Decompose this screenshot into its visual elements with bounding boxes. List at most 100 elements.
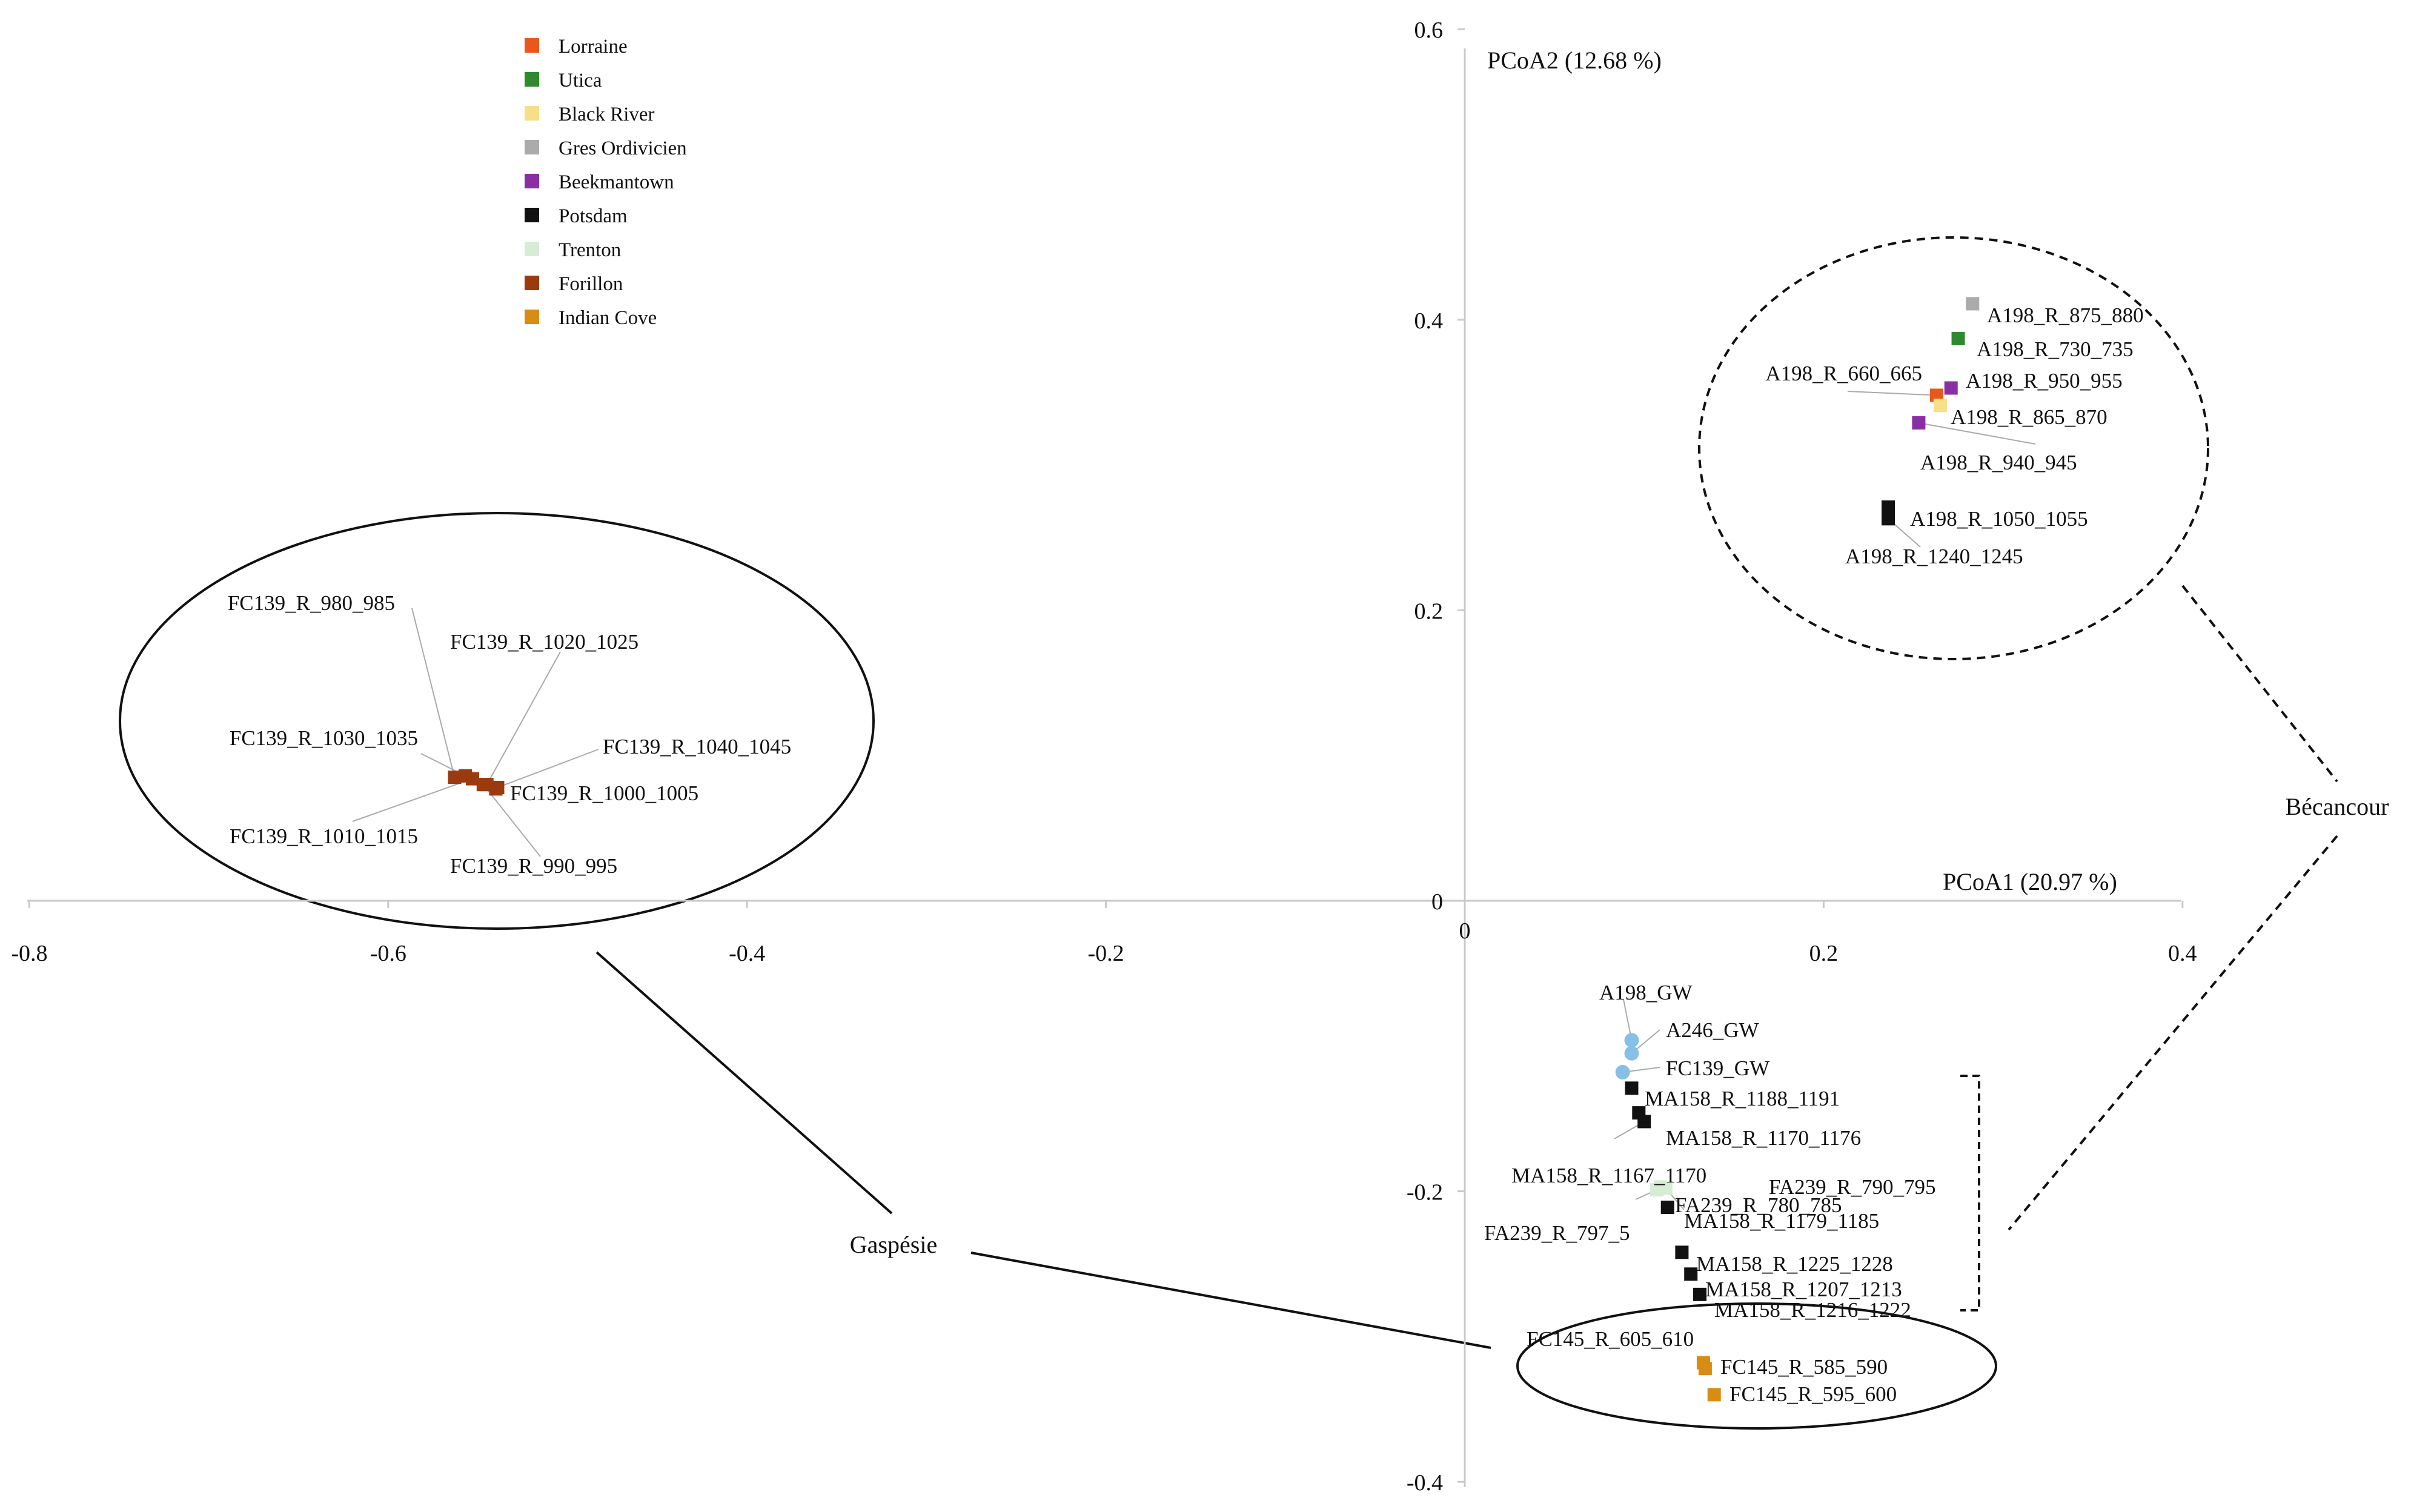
x-tick-label: -0.8 (11, 941, 47, 966)
ma158-r-1188-1191-label: MA158_R_1188_1191 (1645, 1087, 1840, 1110)
a198-r-730-735-label: A198_R_730_735 (1977, 337, 2134, 361)
legend-label-indian-cove: Indian Cove (559, 307, 657, 329)
annotation-b-cancour: Bécancour (2285, 793, 2389, 820)
gaspesie-ellipse-left (119, 512, 875, 930)
x-tick-labels: -0.8 -0.6 -0.4 -0.2 0 0.2 0.4 (11, 901, 2197, 966)
fc139-r-1010-1015-leader (352, 778, 473, 822)
ma158-r-1216-1222-label: MA158_R_1216_1222 (1714, 1298, 1911, 1322)
y-tick-label: -0.2 (1407, 1180, 1443, 1205)
fc145-r-585-590-point (1698, 1362, 1712, 1376)
becancour-ellipse-dashed (1698, 236, 2209, 660)
a198-r-875-880-point (1966, 297, 1980, 311)
fa239-r-797-5-point (1650, 1183, 1663, 1197)
legend-swatch-black-river (525, 106, 539, 121)
legend-label-utica: Utica (559, 70, 602, 91)
x-tick-label: -0.4 (729, 941, 765, 966)
fc145-r-595-600-point (1707, 1388, 1721, 1402)
fc139-r-1040-1045-leader (497, 749, 599, 788)
y-tick-label: 0.6 (1414, 18, 1444, 43)
annotation-gasp-sie: Gaspésie (850, 1231, 937, 1258)
ma158-r-1167-1170-label: MA158_R_1167_1170 (1511, 1164, 1706, 1187)
legend-label-forillon: Forillon (559, 273, 623, 295)
legend-label-lorraine: Lorraine (559, 36, 628, 58)
a198-r-1050-1055-point (1882, 500, 1895, 514)
fc139-r-980-985-label: FC139_R_980_985 (228, 591, 395, 615)
ma158-r-1207-1213-label: MA158_R_1207_1213 (1705, 1278, 1902, 1301)
a198-r-950-955-point (1944, 381, 1958, 395)
ma158-r-1216-1222-point (1693, 1287, 1707, 1301)
legend-label-beekmantown: Beekmantown (559, 171, 674, 193)
a198-gw-label: A198_GW (1599, 981, 1693, 1004)
fa239-r-790-795-label: FA239_R_790_795 (1769, 1175, 1936, 1199)
ma158-r-1179-1185-point (1660, 1200, 1674, 1214)
a198-r-660-665-leader (1847, 391, 1937, 396)
legend-label-trenton: Trenton (559, 239, 621, 261)
becancour-bracket (1960, 1075, 1980, 1311)
x-tick-label: -0.6 (370, 941, 406, 966)
x-axis-title: PCoA1 (20.97 %) (1943, 868, 2117, 895)
fc139-r-1000-1005-label: FC139_R_1000_1005 (510, 781, 698, 805)
point-labels: A198_R_660_665 A198_R_730_735 A198_R_865_8… (228, 303, 2144, 1406)
ma158-r-1170-1176-label: MA158_R_1170_1176 (1666, 1126, 1861, 1150)
fc139-r-990-995-label: FC139_R_990_995 (450, 854, 617, 878)
legend-swatch-gres-ordivicien (525, 140, 539, 154)
gaspesie-connector-right (970, 1252, 1491, 1349)
x-tick-label: 0 (1459, 918, 1471, 944)
x-tick-label: 0.2 (1809, 941, 1839, 966)
legend-swatch-beekmantown (525, 174, 539, 188)
legend-label-gres-ordivicien: Gres Ordivicien (559, 138, 687, 159)
a198-r-950-955-label: A198_R_950_955 (1966, 369, 2123, 393)
legend: Lorraine Utica Black River Gres Ordivicien B… (525, 36, 687, 329)
ma158-r-1207-1213-point (1684, 1267, 1698, 1281)
ma158-r-1179-1185-label: MA158_R_1179_1185 (1684, 1209, 1879, 1233)
x-tick-label: -0.2 (1088, 941, 1124, 966)
a198-r-1240-1245-point (1882, 512, 1895, 526)
fc139-r-980-985-point (448, 771, 462, 784)
a198-r-865-870-point (1933, 399, 1947, 413)
region-annotations: Bécancour Gaspésie (850, 793, 2389, 1258)
legend-swatch-lorraine (525, 38, 539, 53)
legend-swatch-forillon (525, 276, 539, 290)
fc139-r-1010-1015-point (466, 772, 480, 786)
gaspesie-ellipse-right (1516, 1302, 1997, 1430)
becancour-connector-bottom (2008, 835, 2338, 1231)
legend-label-black-river: Black River (559, 104, 655, 125)
a198-r-660-665-point (1930, 388, 1944, 402)
fa239-r-780-785-label: FA239_R_780_785 (1675, 1193, 1842, 1217)
ma158-r-1167-1170-point (1637, 1115, 1651, 1129)
fc139-r-1040-1045-label: FC139_R_1040_1045 (603, 735, 791, 758)
fc139-r-1030-1035-label: FC139_R_1030_1035 (230, 726, 418, 750)
a198-r-1050-1055-label: A198_R_1050_1055 (1910, 507, 2088, 531)
a198-r-940-945-label: A198_R_940_945 (1920, 451, 2077, 474)
fc139-r-1010-1015-label: FC139_R_1010_1015 (230, 824, 418, 848)
data-points (448, 297, 1980, 1402)
a198-r-730-735-point (1951, 331, 1965, 345)
y-tick-label: 0.4 (1414, 308, 1444, 334)
fc139-r-1000-1005-point (489, 782, 503, 796)
y-tick-labels: -0.4 -0.2 0 0.2 0.4 0.6 (1407, 18, 1465, 1496)
fc139-r-990-995-point (476, 778, 490, 792)
x-tick-label: 0.4 (2168, 941, 2197, 966)
fc145-r-585-590-label: FC145_R_585_590 (1720, 1355, 1888, 1379)
y-tick-label: 0.2 (1414, 598, 1444, 624)
ma158-r-1225-1228-label: MA158_R_1225_1228 (1696, 1252, 1893, 1276)
a198-r-865-870-label: A198_R_865_870 (1951, 405, 2108, 429)
legend-swatch-potsdam (525, 208, 539, 222)
fa239-r-797-5-label: FA239_R_797_5 (1484, 1221, 1630, 1245)
y-axis-title: PCoA2 (12.68 %) (1487, 47, 1662, 74)
ma158-r-1225-1228-point (1675, 1245, 1689, 1259)
fc139-r-1020-1025-leader (486, 651, 561, 785)
a246-gw-point (1624, 1046, 1639, 1061)
a198-r-875-880-label: A198_R_875_880 (1987, 303, 2144, 327)
a246-gw-label: A246_GW (1666, 1018, 1759, 1042)
a198-r-1240-1245-label: A198_R_1240_1245 (1845, 545, 2023, 568)
a198-gw-point (1624, 1033, 1639, 1048)
ma158-r-1188-1191-point (1625, 1081, 1639, 1095)
a198-r-660-665-label: A198_R_660_665 (1765, 362, 1922, 385)
legend-swatch-trenton (525, 242, 539, 256)
legend-swatch-utica (525, 72, 539, 87)
a198-r-940-945-point (1912, 416, 1926, 430)
fc139-gw-label: FC139_GW (1666, 1056, 1769, 1080)
y-tick-label: -0.4 (1407, 1470, 1443, 1496)
